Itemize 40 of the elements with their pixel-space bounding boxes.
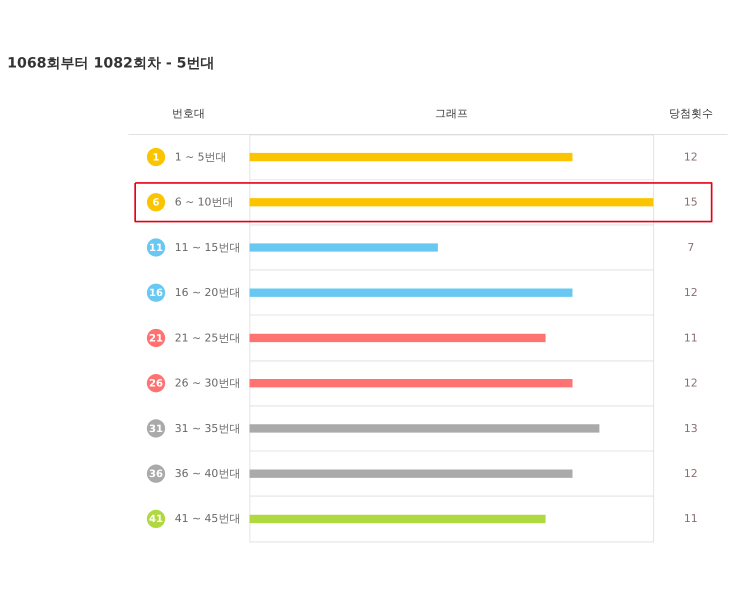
text: 31 bbox=[149, 424, 164, 435]
bar bbox=[249, 198, 654, 206]
y-tick-label: 31 ~ 35번대 bbox=[174, 422, 240, 435]
data-label: 11 bbox=[684, 331, 698, 344]
text: 36 bbox=[149, 469, 164, 480]
bar bbox=[249, 243, 438, 252]
text: 1 bbox=[152, 152, 160, 164]
text: 26 bbox=[149, 378, 164, 390]
text: 1068회부터 1082회차 - 5번대 bbox=[7, 56, 215, 72]
bar bbox=[249, 470, 572, 478]
data-label: 12 bbox=[684, 376, 698, 390]
y-tick-label: 16 ~ 20번대 bbox=[174, 286, 240, 300]
data-label: 12 bbox=[684, 286, 698, 300]
text: 41 bbox=[149, 514, 164, 526]
y-tick-label: 6 ~ 10번대 bbox=[174, 196, 234, 209]
data-label: 7 bbox=[687, 240, 694, 254]
text: 11 bbox=[149, 242, 164, 254]
bar bbox=[249, 514, 546, 524]
y-tick-label: 36 ~ 40번대 bbox=[174, 467, 240, 480]
text: 번호대 bbox=[172, 106, 206, 120]
data-label: 13 bbox=[684, 422, 698, 435]
bar bbox=[249, 379, 572, 388]
data-label: 15 bbox=[684, 196, 698, 209]
text: 당첨횟수 bbox=[668, 106, 713, 120]
text: 그래프 bbox=[434, 106, 468, 120]
text: 16 bbox=[149, 288, 164, 300]
data-label: 12 bbox=[684, 467, 698, 480]
y-tick-label: 21 ~ 25번대 bbox=[174, 331, 240, 344]
bar bbox=[249, 424, 600, 433]
bar bbox=[249, 288, 572, 297]
text: 6 bbox=[152, 198, 160, 209]
text: 21 bbox=[149, 333, 164, 344]
bar bbox=[249, 334, 546, 342]
data-label: 11 bbox=[684, 512, 698, 526]
y-tick-label: 26 ~ 30번대 bbox=[174, 376, 240, 390]
bar bbox=[249, 152, 572, 162]
y-tick-label: 11 ~ 15번대 bbox=[174, 240, 240, 254]
y-tick-label: 41 ~ 45번대 bbox=[174, 512, 240, 526]
data-label: 12 bbox=[684, 150, 698, 164]
y-tick-label: 1 ~ 5번대 bbox=[174, 150, 227, 164]
